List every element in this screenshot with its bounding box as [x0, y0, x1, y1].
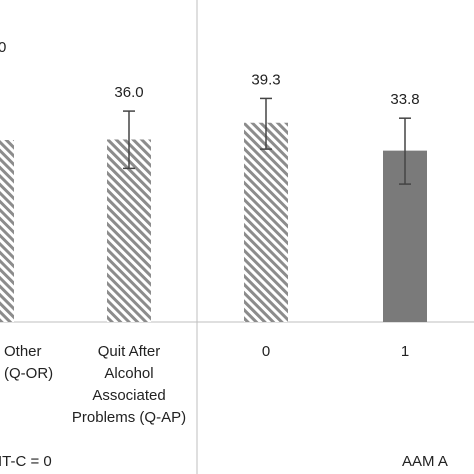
marks-layer — [0, 97, 427, 323]
bar-0 — [0, 140, 14, 322]
bar-2 — [244, 122, 288, 323]
clipped-value-label: 0 — [0, 39, 6, 56]
category-label-1-0: Quit After — [98, 343, 161, 360]
category-label-1-1: Alcohol — [104, 365, 153, 382]
value-label-1: 36.0 — [114, 84, 143, 101]
value-label-2: 39.3 — [251, 71, 280, 88]
labels-layer: 0 Other (Q-OR) 36.0 Quit After Alcohol Associa… — [0, 39, 448, 470]
error-bar-2 — [260, 97, 272, 150]
group-label-1: AAM A — [402, 453, 448, 470]
error-bar-1 — [123, 110, 135, 170]
value-label-3: 33.8 — [390, 91, 419, 108]
category-label-0-0: Other — [4, 343, 42, 360]
error-bar-3 — [399, 117, 411, 185]
category-label-0-1: (Q-OR) — [4, 365, 53, 382]
category-label-1-3: Problems (Q-AP) — [72, 409, 186, 426]
group-label-0: IT-C = 0 — [0, 453, 52, 470]
category-label-2-0: 0 — [262, 343, 270, 360]
category-label-3-0: 1 — [401, 343, 409, 360]
category-label-1-2: Associated — [92, 387, 165, 404]
bar-1 — [107, 139, 151, 322]
